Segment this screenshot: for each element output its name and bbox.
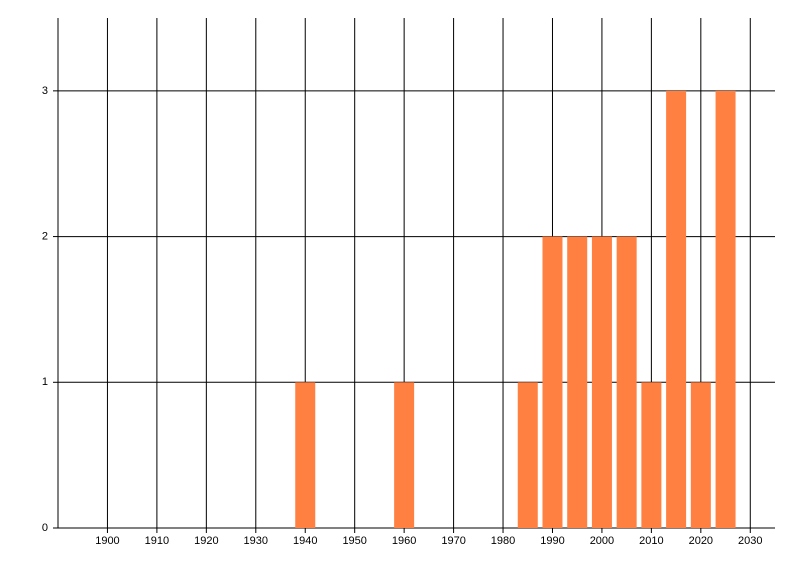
x-tick-label: 2030 [738, 535, 762, 547]
bar [690, 382, 711, 528]
bar [591, 236, 612, 529]
bar [517, 382, 538, 528]
bar [295, 382, 316, 528]
x-tick-label: 1990 [540, 535, 564, 547]
x-tick-label: 1950 [342, 535, 366, 547]
x-tick-label: 1940 [293, 535, 317, 547]
x-tick-label: 1900 [95, 535, 119, 547]
x-tick-label: 1970 [441, 535, 465, 547]
x-tick-label: 1980 [491, 535, 515, 547]
x-tick-label: 1960 [392, 535, 416, 547]
bar [616, 236, 637, 529]
bar [542, 236, 563, 529]
x-tick-label: 2000 [590, 535, 614, 547]
bar [715, 90, 736, 528]
bar [641, 382, 662, 528]
x-tick-label: 2020 [689, 535, 713, 547]
bar [567, 236, 588, 529]
x-tick-label: 1910 [145, 535, 169, 547]
x-tick-label: 2010 [639, 535, 663, 547]
bar [666, 90, 687, 528]
x-tick-label: 1920 [194, 535, 218, 547]
y-tick-label: 0 [42, 522, 48, 534]
y-tick-label: 1 [42, 376, 48, 388]
bar [394, 382, 415, 528]
y-tick-label: 3 [42, 85, 48, 97]
y-tick-label: 2 [42, 230, 48, 242]
x-tick-label: 1930 [244, 535, 268, 547]
